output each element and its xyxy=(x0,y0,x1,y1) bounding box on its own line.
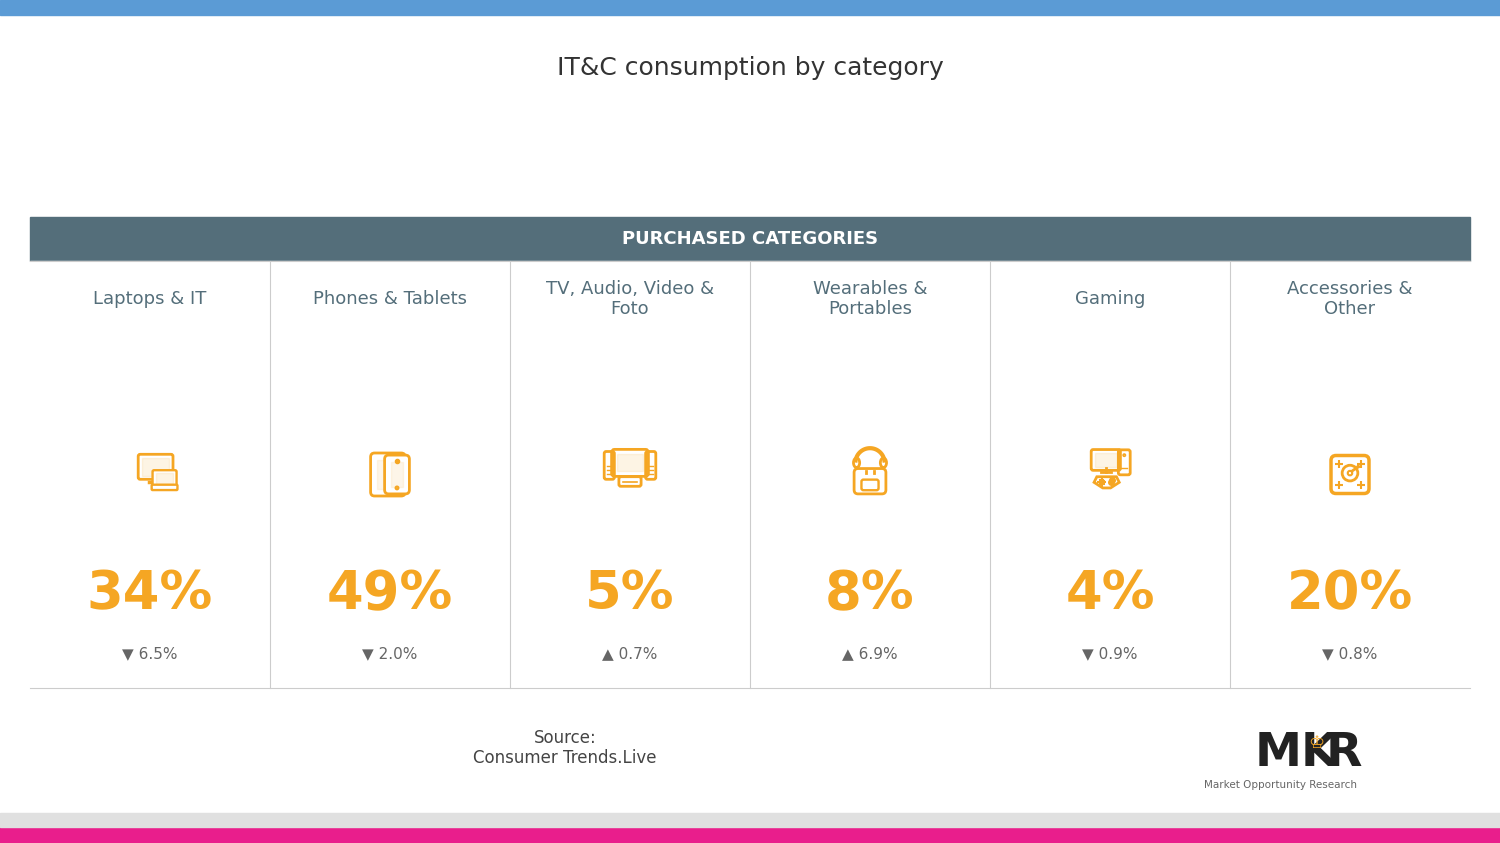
Text: ▼ 0.8%: ▼ 0.8% xyxy=(1323,647,1377,662)
Bar xyxy=(142,458,170,475)
Text: 8%: 8% xyxy=(825,568,915,620)
Circle shape xyxy=(1358,465,1359,468)
Bar xyxy=(0,827,1500,843)
Text: ▲ 0.7%: ▲ 0.7% xyxy=(603,647,657,662)
Text: PURCHASED CATEGORIES: PURCHASED CATEGORIES xyxy=(622,230,878,248)
Text: Laptops & IT: Laptops & IT xyxy=(93,290,207,308)
Text: 49%: 49% xyxy=(327,568,453,620)
Text: Gaming: Gaming xyxy=(1076,290,1144,308)
Bar xyxy=(0,813,1500,827)
Text: MK: MK xyxy=(1256,731,1338,776)
FancyBboxPatch shape xyxy=(370,453,405,496)
Text: Phones & Tablets: Phones & Tablets xyxy=(314,290,466,308)
FancyBboxPatch shape xyxy=(152,485,177,490)
Text: 4%: 4% xyxy=(1065,568,1155,620)
Bar xyxy=(156,473,174,484)
Text: 20%: 20% xyxy=(1287,568,1413,620)
Bar xyxy=(30,217,1470,261)
Bar xyxy=(30,261,1470,688)
FancyBboxPatch shape xyxy=(153,470,177,487)
Text: R: R xyxy=(1326,731,1362,776)
Text: TV, Audio, Video &
Foto: TV, Audio, Video & Foto xyxy=(546,280,714,319)
Text: Wearables &
Portables: Wearables & Portables xyxy=(813,280,927,319)
Text: ▼ 6.5%: ▼ 6.5% xyxy=(123,647,177,662)
Text: 5%: 5% xyxy=(585,568,675,620)
Bar xyxy=(616,454,644,471)
Text: ▼ 0.9%: ▼ 0.9% xyxy=(1083,647,1137,662)
Text: IT&C consumption by category: IT&C consumption by category xyxy=(556,56,944,80)
Bar xyxy=(1095,454,1116,467)
Text: ▼ 2.0%: ▼ 2.0% xyxy=(363,647,417,662)
Text: Market Opportunity Research: Market Opportunity Research xyxy=(1203,780,1356,790)
Text: 34%: 34% xyxy=(87,568,213,620)
Bar xyxy=(376,459,399,489)
Text: Accessories &
Other: Accessories & Other xyxy=(1287,280,1413,319)
Text: Source:
Consumer Trends.Live: Source: Consumer Trends.Live xyxy=(474,728,657,767)
Bar xyxy=(0,0,1500,15)
Text: ♔: ♔ xyxy=(1308,734,1324,752)
Bar xyxy=(390,462,404,486)
Text: ▲ 6.9%: ▲ 6.9% xyxy=(842,647,898,662)
FancyBboxPatch shape xyxy=(384,455,410,494)
